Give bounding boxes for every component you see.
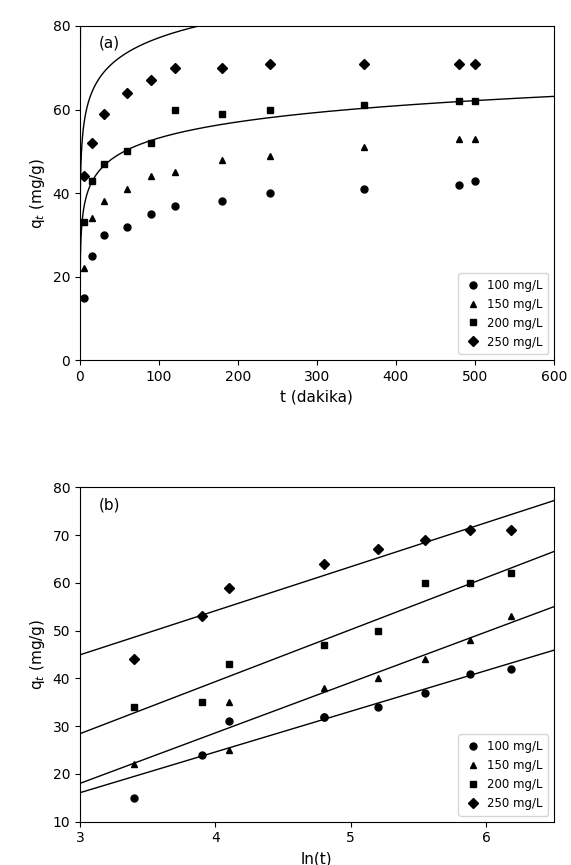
Y-axis label: q$_t$ (mg/g): q$_t$ (mg/g) (28, 619, 47, 690)
250 mg/L (472, 58, 478, 68)
150 mg/L (89, 213, 95, 223)
150 mg/L (507, 612, 514, 622)
100 mg/L (131, 792, 138, 803)
250 mg/L (81, 171, 87, 182)
200 mg/L (507, 568, 514, 579)
Text: (a): (a) (99, 36, 120, 51)
200 mg/L (81, 217, 87, 227)
200 mg/L (226, 659, 232, 670)
250 mg/L (266, 58, 273, 68)
250 mg/L (131, 654, 138, 664)
Line: 100 mg/L: 100 mg/L (81, 177, 478, 301)
100 mg/L (472, 176, 478, 186)
250 mg/L (198, 612, 205, 622)
200 mg/L (361, 100, 368, 111)
250 mg/L (320, 559, 327, 569)
200 mg/L (147, 138, 154, 148)
150 mg/L (320, 682, 327, 693)
100 mg/L (81, 292, 87, 303)
250 mg/L (171, 62, 178, 73)
200 mg/L (320, 640, 327, 650)
150 mg/L (226, 697, 232, 708)
100 mg/L (361, 183, 368, 194)
250 mg/L (467, 525, 473, 535)
200 mg/L (375, 625, 381, 636)
200 mg/L (171, 105, 178, 115)
200 mg/L (124, 146, 131, 157)
250 mg/L (219, 62, 226, 73)
Line: 150 mg/L: 150 mg/L (131, 613, 514, 768)
100 mg/L (89, 251, 95, 261)
200 mg/L (198, 697, 205, 708)
150 mg/L (266, 151, 273, 161)
150 mg/L (100, 196, 107, 207)
150 mg/L (226, 745, 232, 755)
150 mg/L (375, 673, 381, 683)
Line: 100 mg/L: 100 mg/L (131, 665, 514, 801)
150 mg/L (131, 759, 138, 770)
200 mg/L (266, 105, 273, 115)
250 mg/L (375, 544, 381, 554)
Legend: 100 mg/L, 150 mg/L, 200 mg/L, 250 mg/L: 100 mg/L, 150 mg/L, 200 mg/L, 250 mg/L (459, 734, 548, 816)
150 mg/L (422, 654, 429, 664)
100 mg/L (171, 201, 178, 211)
150 mg/L (124, 183, 131, 194)
250 mg/L (422, 535, 429, 545)
X-axis label: t (dakika): t (dakika) (280, 389, 353, 405)
X-axis label: ln(t): ln(t) (301, 851, 333, 865)
100 mg/L (507, 663, 514, 674)
100 mg/L (320, 712, 327, 722)
150 mg/L (361, 142, 368, 152)
Line: 200 mg/L: 200 mg/L (81, 98, 478, 226)
150 mg/L (147, 171, 154, 182)
Line: 200 mg/L: 200 mg/L (131, 570, 514, 710)
100 mg/L (226, 716, 232, 727)
200 mg/L (131, 702, 138, 712)
250 mg/L (507, 525, 514, 535)
Y-axis label: q$_t$ (mg/g): q$_t$ (mg/g) (28, 157, 47, 228)
100 mg/L (467, 669, 473, 679)
200 mg/L (100, 158, 107, 169)
Line: 150 mg/L: 150 mg/L (81, 135, 478, 272)
100 mg/L (266, 188, 273, 198)
250 mg/L (361, 58, 368, 68)
150 mg/L (472, 133, 478, 144)
150 mg/L (171, 167, 178, 177)
200 mg/L (422, 578, 429, 588)
250 mg/L (100, 108, 107, 119)
200 mg/L (472, 96, 478, 106)
100 mg/L (456, 180, 463, 190)
150 mg/L (467, 635, 473, 645)
Line: 250 mg/L: 250 mg/L (131, 527, 514, 663)
250 mg/L (147, 75, 154, 86)
250 mg/L (124, 87, 131, 98)
200 mg/L (89, 176, 95, 186)
250 mg/L (226, 582, 232, 593)
100 mg/L (375, 702, 381, 712)
100 mg/L (320, 712, 327, 722)
150 mg/L (219, 155, 226, 165)
100 mg/L (422, 688, 429, 698)
100 mg/L (147, 208, 154, 219)
250 mg/L (456, 58, 463, 68)
Legend: 100 mg/L, 150 mg/L, 200 mg/L, 250 mg/L: 100 mg/L, 150 mg/L, 200 mg/L, 250 mg/L (459, 272, 548, 355)
150 mg/L (456, 133, 463, 144)
100 mg/L (198, 750, 205, 760)
200 mg/L (467, 578, 473, 588)
100 mg/L (100, 230, 107, 240)
100 mg/L (124, 221, 131, 232)
100 mg/L (219, 196, 226, 207)
250 mg/L (89, 138, 95, 148)
200 mg/L (456, 96, 463, 106)
150 mg/L (81, 263, 87, 273)
Text: (b): (b) (99, 497, 120, 512)
Line: 250 mg/L: 250 mg/L (81, 60, 478, 180)
200 mg/L (219, 108, 226, 119)
